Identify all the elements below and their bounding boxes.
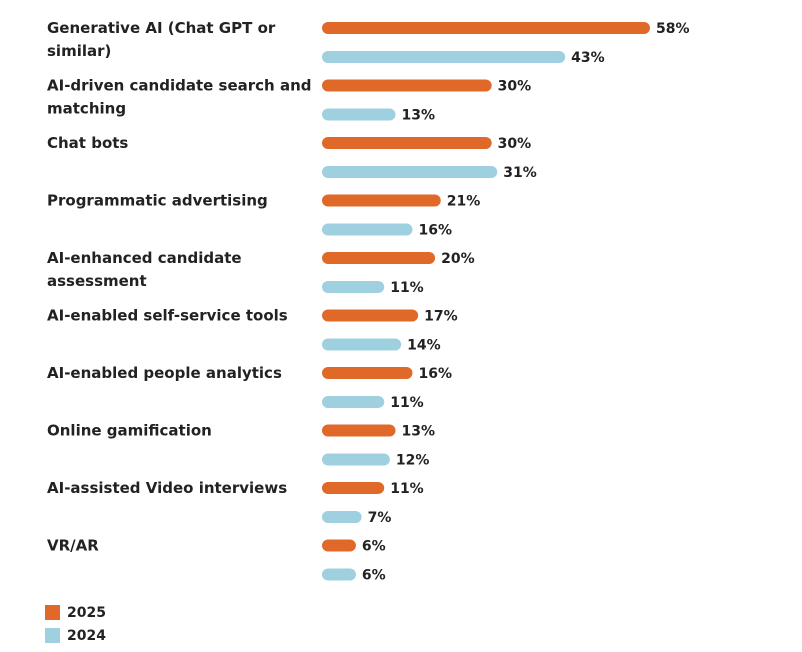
data-label-2024: 31% <box>503 165 537 181</box>
bar-2024 <box>322 453 390 466</box>
bar-2025 <box>322 194 441 207</box>
data-label-2025: 20% <box>441 251 475 267</box>
category-label: Generative AI (Chat GPT or similar) <box>47 19 276 60</box>
legend-label-2024: 2024 <box>67 627 106 644</box>
bar-2025 <box>322 309 419 322</box>
bar-2024 <box>322 108 396 121</box>
category-label: Online gamification <box>47 422 212 440</box>
data-label-2024: 14% <box>407 338 441 354</box>
data-label-2024: 16% <box>418 223 452 239</box>
bar-2024 <box>322 223 413 236</box>
bar-2024 <box>322 281 385 293</box>
data-label-2025: 16% <box>418 366 452 382</box>
legend-item-2024: 2024 <box>45 624 106 647</box>
bar-2024 <box>322 568 356 581</box>
category-label: AI-enabled self-service tools <box>47 307 288 325</box>
data-label-2025: 30% <box>498 136 532 152</box>
data-label-2024: 13% <box>402 108 436 124</box>
data-label-2024: 7% <box>368 510 392 526</box>
bar-2024 <box>322 166 498 178</box>
bar-2024 <box>322 51 566 63</box>
category-label: AI-enabled people analytics <box>47 364 282 382</box>
bar-2025 <box>322 424 396 437</box>
legend-swatch-2024 <box>45 628 60 643</box>
bar-2025 <box>322 137 492 149</box>
bar-2024 <box>322 396 385 408</box>
category-label: Chat bots <box>47 134 128 152</box>
data-label-2025: 6% <box>362 539 386 555</box>
data-label-2024: 43% <box>571 50 605 66</box>
data-label-2025: 58% <box>656 21 690 37</box>
bar-2025 <box>322 22 650 34</box>
legend-label-2025: 2025 <box>67 604 106 621</box>
data-label-2025: 11% <box>390 481 424 497</box>
bar-2024 <box>322 511 362 523</box>
category-label: AI-driven candidate search and matching <box>47 77 312 118</box>
bar-2025 <box>322 539 356 552</box>
data-label-2025: 30% <box>498 79 532 95</box>
data-label-2024: 11% <box>390 280 424 296</box>
category-label: AI-enhanced candidate assessment <box>47 249 242 290</box>
data-label-2025: 13% <box>402 424 436 440</box>
data-label-2024: 12% <box>396 453 430 469</box>
data-label-2025: 21% <box>447 194 481 210</box>
data-label-2024: 6% <box>362 568 386 584</box>
bar-2025 <box>322 482 385 494</box>
data-label-2025: 17% <box>424 309 458 325</box>
data-label-2024: 11% <box>390 395 424 411</box>
category-label: Programmatic advertising <box>47 192 268 210</box>
legend-swatch-2025 <box>45 605 60 620</box>
legend: 2025 2024 <box>45 601 106 647</box>
bar-2024 <box>322 338 402 351</box>
bar-2025 <box>322 79 492 92</box>
bar-2025 <box>322 367 413 379</box>
legend-item-2025: 2025 <box>45 601 106 624</box>
category-label: AI-assisted Video interviews <box>47 479 287 497</box>
bar-2025 <box>322 252 436 264</box>
category-label: VR/AR <box>47 537 99 555</box>
